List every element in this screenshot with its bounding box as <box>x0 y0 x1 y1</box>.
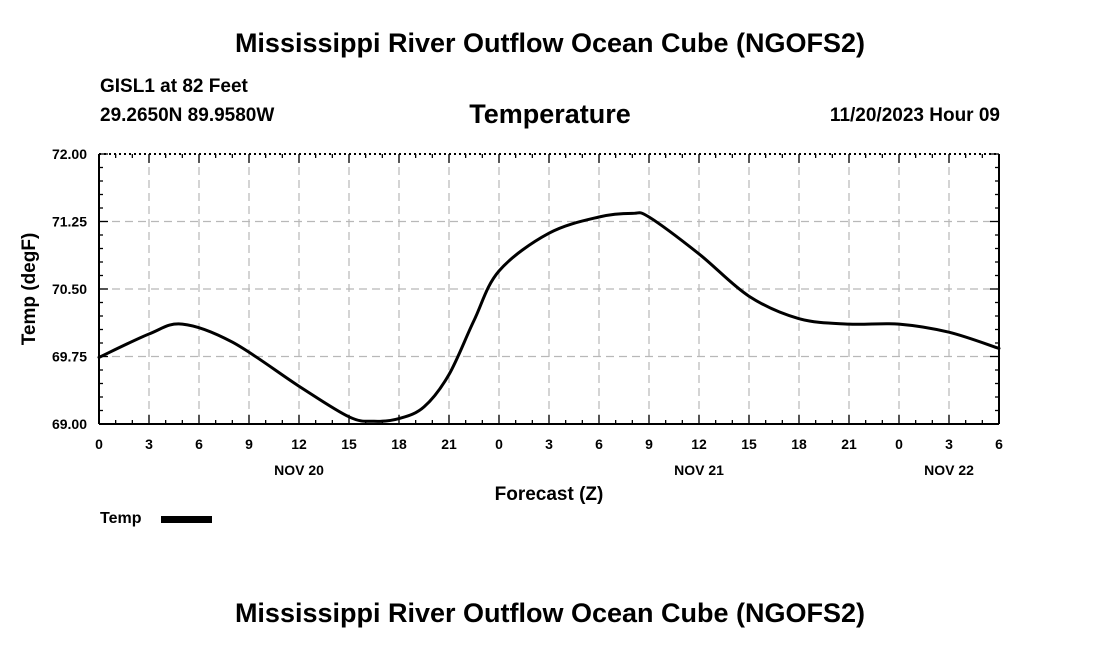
forecast-date: 11/20/2023 Hour 09 <box>829 105 1000 126</box>
y-tick-label: 69.00 <box>52 416 87 432</box>
x-date-label: NOV 22 <box>924 462 974 478</box>
x-tick-label: 9 <box>245 436 253 452</box>
x-date-label: NOV 20 <box>274 462 324 478</box>
chart-main-title: Mississippi River Outflow Ocean Cube (NG… <box>234 28 866 58</box>
x-tick-label: 0 <box>95 436 103 452</box>
x-tick-label: 12 <box>691 436 707 452</box>
y-axis-title: Temp (degF) <box>19 233 40 346</box>
legend-label: Temp <box>100 510 142 527</box>
x-tick-label: 18 <box>791 436 807 452</box>
y-tick-label: 72.00 <box>52 146 87 162</box>
x-tick-label: 3 <box>945 436 953 452</box>
x-tick-label: 15 <box>341 436 357 452</box>
x-tick-label: 15 <box>741 436 757 452</box>
x-tick-label: 6 <box>995 436 1003 452</box>
station-label: GISL1 at 82 Feet <box>100 76 248 97</box>
x-tick-label: 18 <box>391 436 407 452</box>
x-axis-title: Forecast (Z) <box>495 484 604 505</box>
x-tick-label: 9 <box>645 436 653 452</box>
x-tick-label: 6 <box>195 436 203 452</box>
variable-title: Temperature <box>469 99 631 129</box>
x-tick-label: 0 <box>495 436 503 452</box>
chart-footer-title: Mississippi River Outflow Ocean Cube (NG… <box>234 598 866 628</box>
legend-line-swatch <box>161 516 212 523</box>
y-tick-label: 69.75 <box>52 349 87 365</box>
x-tick-label: 0 <box>895 436 903 452</box>
x-tick-label: 21 <box>441 436 457 452</box>
x-tick-label: 6 <box>595 436 603 452</box>
series-line-temp <box>97 211 1001 423</box>
x-date-label: NOV 21 <box>674 462 724 478</box>
y-tick-label: 70.50 <box>52 281 87 297</box>
x-tick-label: 3 <box>545 436 553 452</box>
x-tick-label: 21 <box>841 436 857 452</box>
y-tick-label: 71.25 <box>52 214 87 230</box>
station-coordinates: 29.2650N 89.9580W <box>100 105 275 126</box>
x-tick-label: 3 <box>145 436 153 452</box>
x-tick-label: 12 <box>291 436 307 452</box>
